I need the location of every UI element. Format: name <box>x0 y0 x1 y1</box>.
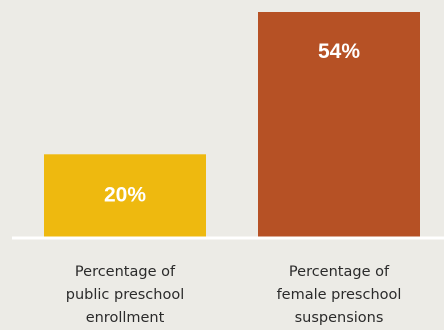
labels-group: Percentage of public preschool enrollment P… <box>66 264 402 326</box>
category-label-2-line-1: Percentage of <box>289 264 390 280</box>
bar-2 <box>258 12 420 238</box>
bar-1 <box>44 154 206 238</box>
bar-value-label-1: 20% <box>104 183 146 206</box>
bar-value-label-2: 54% <box>318 40 360 63</box>
category-label-2-line-2: female preschool <box>277 287 402 303</box>
category-label-1-line-3: enrollment <box>86 310 165 326</box>
category-label-2-line-3: suspensions <box>295 310 384 326</box>
category-label-1-line-2: public preschool <box>66 287 185 303</box>
bars-group: 20% 54% <box>44 12 420 238</box>
category-label-1-line-1: Percentage of <box>75 264 176 280</box>
